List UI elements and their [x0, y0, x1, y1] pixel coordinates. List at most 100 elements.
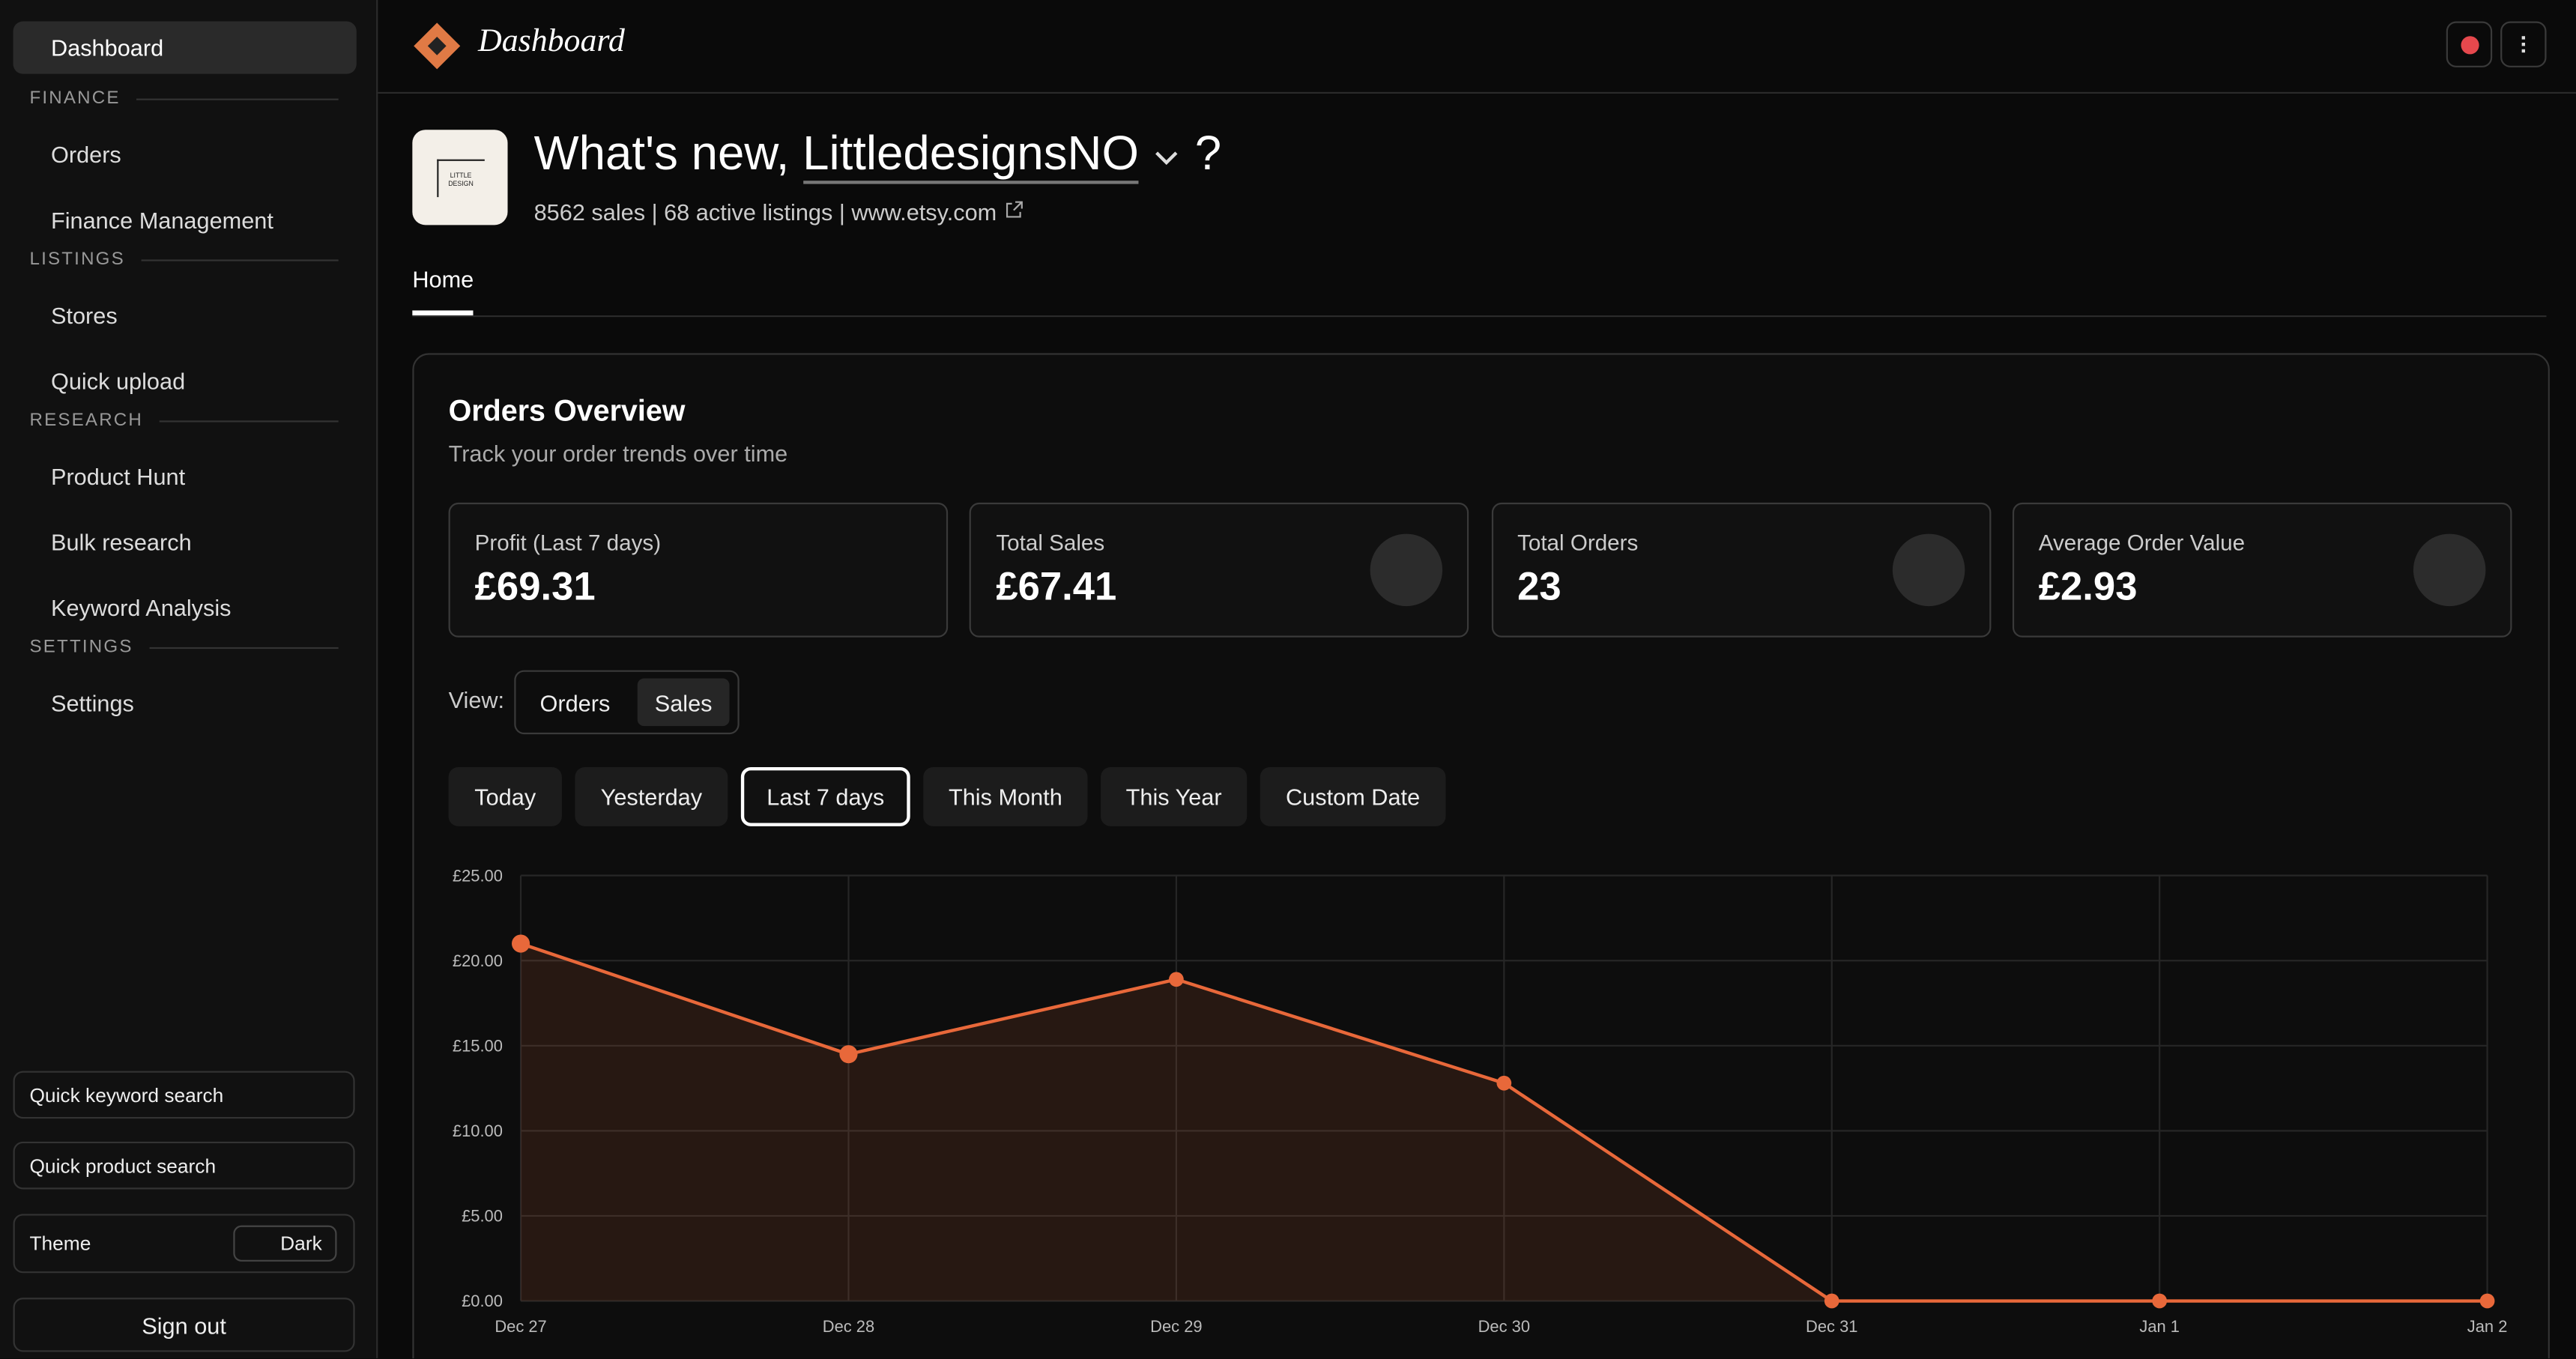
- area-fill: [521, 943, 2488, 1301]
- point[interactable]: [839, 1045, 858, 1064]
- stats-text: 8562 sales | 68 active listings | www.et…: [533, 199, 997, 226]
- nav-item[interactable]: Keyword Analysis: [13, 581, 357, 634]
- shop-name[interactable]: LittledesignsNO: [802, 128, 1139, 184]
- range-button[interactable]: This Month: [923, 766, 1088, 826]
- theme-toggle[interactable]: Dark: [232, 1225, 337, 1262]
- view-option[interactable]: Sales: [637, 678, 730, 727]
- section-heading: SETTINGS: [29, 638, 338, 657]
- shop-logo: LITTLE DESIGN: [412, 130, 508, 226]
- nav-label: Dashboard: [50, 34, 164, 61]
- nav-label: Quick upload: [50, 368, 186, 395]
- nav-label: Product Hunt: [50, 463, 186, 490]
- nav-label: Stores: [50, 302, 118, 329]
- point[interactable]: [1169, 972, 1184, 987]
- section-heading: FINANCE: [29, 88, 338, 108]
- x-tick-label: Dec 28: [823, 1317, 874, 1336]
- search-label: Quick product search: [29, 1154, 217, 1177]
- header-divider: [378, 91, 2576, 94]
- y-tick-label: £15.00: [453, 1036, 503, 1055]
- menu-button[interactable]: [2500, 21, 2547, 67]
- tab-home[interactable]: Home: [412, 266, 474, 293]
- range-button[interactable]: Yesterday: [575, 766, 728, 826]
- stat-card: Total Sales £67.41: [970, 502, 1469, 638]
- external-link-icon[interactable]: [1003, 200, 1023, 220]
- overview-subtitle: Track your order trends over time: [448, 440, 788, 467]
- view-toggle: Orders Sales: [514, 670, 740, 735]
- stat-label: Total Orders: [1517, 530, 1639, 556]
- shop-logo-text: LITTLE DESIGN: [436, 158, 484, 197]
- stat-icon: [2413, 533, 2486, 607]
- stat-icon: [1891, 533, 1965, 607]
- point[interactable]: [2152, 1293, 2168, 1309]
- stat-value: 23: [1517, 565, 1561, 610]
- stat-value: £67.41: [996, 565, 1117, 610]
- range-button[interactable]: Last 7 days: [740, 766, 910, 826]
- section-heading: LISTINGS: [29, 249, 338, 269]
- nav-label: Settings: [50, 689, 134, 716]
- search-box[interactable]: Quick keyword search: [13, 1071, 355, 1119]
- section-heading: RESEARCH: [29, 411, 338, 430]
- sign-out[interactable]: Sign out: [13, 1298, 355, 1352]
- nav-item[interactable]: Quick upload: [13, 355, 357, 408]
- overview-title: Orders Overview: [448, 394, 686, 428]
- x-tick-label: Dec 29: [1150, 1317, 1202, 1336]
- search-label: Quick keyword search: [29, 1083, 224, 1107]
- chart: £0.00 £5.00 £10.00 £15.00 £20.00 £25.00 Dec 27…: [453, 866, 2508, 1336]
- x-tick-label: Dec 27: [495, 1317, 546, 1336]
- stat-value: £2.93: [2038, 565, 2138, 610]
- point[interactable]: [1824, 1293, 1839, 1309]
- brand-logo: [414, 22, 461, 70]
- y-tick-label: £20.00: [453, 951, 503, 970]
- nav-label: Keyword Analysis: [50, 594, 232, 621]
- point[interactable]: [2479, 1293, 2495, 1309]
- stat-label: Total Sales: [996, 530, 1105, 556]
- search-box[interactable]: Quick product search: [13, 1141, 355, 1190]
- range-button[interactable]: This Year: [1101, 766, 1248, 826]
- stat-label: Profit (Last 7 days): [474, 530, 662, 556]
- view-label: View:: [448, 686, 505, 713]
- range-button[interactable]: Custom Date: [1260, 766, 1446, 826]
- view-option[interactable]: Orders: [539, 688, 611, 715]
- nav-item[interactable]: Product Hunt: [13, 450, 357, 503]
- stat-card: Total Orders 23: [1490, 502, 1991, 638]
- theme-row: Theme Dark: [13, 1214, 355, 1274]
- sidebar: Dashboard FINANCE Orders Finance Management…: [0, 0, 378, 1359]
- nav-item[interactable]: Dashboard: [13, 21, 357, 74]
- greeting: What's new, LittledesignsNO ?: [533, 128, 1222, 184]
- theme-label: Theme: [29, 1232, 91, 1256]
- shop-stats: 8562 sales | 68 active listings | www.et…: [534, 199, 1024, 225]
- x-tick-label: Jan 1: [2139, 1317, 2180, 1336]
- stat-icon: [1370, 533, 1443, 607]
- stat-card: Average Order Value £2.93: [2012, 502, 2512, 638]
- nav-item[interactable]: Settings: [13, 677, 357, 729]
- nav-item[interactable]: Bulk research: [13, 515, 357, 568]
- point[interactable]: [511, 934, 530, 953]
- nav-item[interactable]: Finance Management: [13, 194, 357, 246]
- y-tick-label: £0.00: [462, 1292, 503, 1310]
- dropdown-icon[interactable]: [1152, 146, 1182, 169]
- x-tick-label: Dec 31: [1806, 1317, 1857, 1336]
- nav-item[interactable]: Stores: [13, 289, 357, 342]
- y-tick-label: £5.00: [462, 1207, 503, 1226]
- stat-card: Profit (Last 7 days) £69.31: [448, 502, 949, 638]
- help[interactable]: ?: [1194, 128, 1222, 181]
- x-tick-label: Dec 30: [1478, 1317, 1530, 1336]
- range-button[interactable]: Today: [448, 766, 562, 826]
- stat-label: Average Order Value: [2038, 530, 2246, 556]
- y-tick-label: £10.00: [453, 1122, 503, 1140]
- y-tick-label: £25.00: [453, 866, 503, 885]
- nav-item[interactable]: Orders: [13, 128, 357, 181]
- tab-indicator: [412, 310, 474, 315]
- tab-divider: [412, 315, 2547, 318]
- record-button[interactable]: [2446, 21, 2493, 67]
- greeting-text: What's new,: [533, 128, 790, 181]
- nav-label: Finance Management: [50, 207, 273, 234]
- stat-value: £69.31: [474, 565, 596, 610]
- point[interactable]: [1496, 1075, 1512, 1091]
- header-title: Dashboard: [478, 22, 625, 59]
- nav-label: Bulk research: [50, 529, 192, 556]
- x-tick-label: Jan 2: [2467, 1317, 2508, 1336]
- main: Dashboard LITTLE DESIGN What's new, Litt…: [378, 0, 2576, 1359]
